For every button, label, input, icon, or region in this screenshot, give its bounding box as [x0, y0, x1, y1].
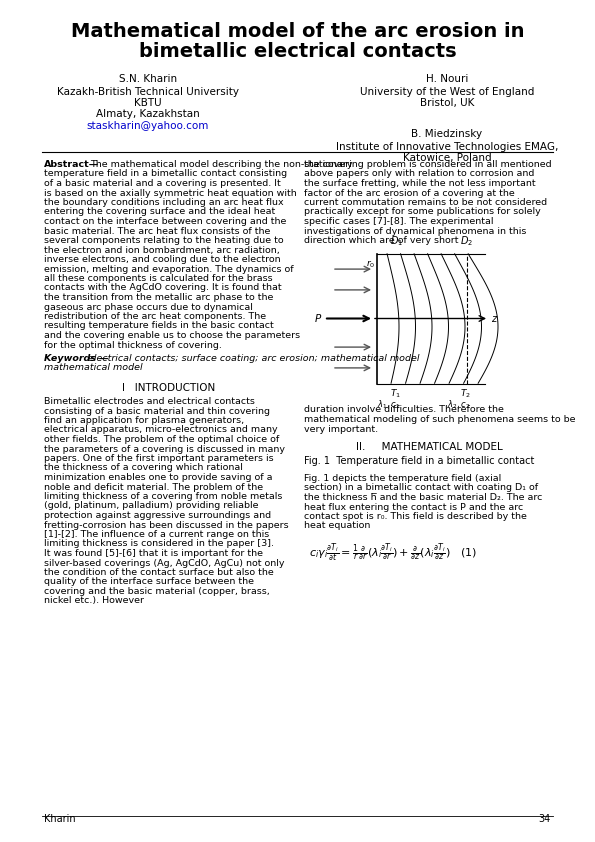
- Text: resulting temperature fields in the basic contact: resulting temperature fields in the basi…: [44, 322, 274, 331]
- Text: several components relating to the heating due to: several components relating to the heati…: [44, 236, 284, 245]
- Text: investigations of dynamical phenomena in this: investigations of dynamical phenomena in…: [304, 226, 527, 236]
- Text: is based on the axially symmetric heat equation with: is based on the axially symmetric heat e…: [44, 189, 297, 198]
- Text: the transition from the metallic arc phase to the: the transition from the metallic arc pha…: [44, 293, 273, 302]
- Text: find an application for plasma generators,: find an application for plasma generator…: [44, 416, 244, 425]
- Text: $T_1$: $T_1$: [390, 387, 400, 400]
- Text: section) in a bimetallic contact with coating D₁ of: section) in a bimetallic contact with co…: [304, 483, 538, 493]
- Text: $\lambda_2, c_2$: $\lambda_2, c_2$: [447, 398, 471, 411]
- Text: $z$: $z$: [491, 313, 499, 323]
- Text: heat flux entering the contact is P and the arc: heat flux entering the contact is P and …: [304, 503, 523, 511]
- Text: limiting thickness is considered in the paper [3].: limiting thickness is considered in the …: [44, 540, 274, 548]
- Text: electrical apparatus, micro-electronics and many: electrical apparatus, micro-electronics …: [44, 425, 278, 434]
- Text: duration involve difficulties. Therefore the: duration involve difficulties. Therefore…: [304, 406, 504, 414]
- Text: Kazakh-British Technical University: Kazakh-British Technical University: [57, 87, 239, 97]
- Text: I   INTRODUCTION: I INTRODUCTION: [123, 383, 215, 393]
- Text: limiting thickness of a covering from noble metals: limiting thickness of a covering from no…: [44, 492, 283, 501]
- Text: minimization enables one to provide saving of a: minimization enables one to provide savi…: [44, 473, 273, 482]
- Text: current commutation remains to be not considered: current commutation remains to be not co…: [304, 198, 547, 207]
- Text: [1]-[2]. The influence of a current range on this: [1]-[2]. The influence of a current rang…: [44, 530, 270, 539]
- Text: Fig. 1 depicts the temperature field (axial: Fig. 1 depicts the temperature field (ax…: [304, 474, 501, 483]
- Text: above papers only with relation to corrosion and: above papers only with relation to corro…: [304, 169, 534, 179]
- Text: basic material. The arc heat flux consists of the: basic material. The arc heat flux consis…: [44, 226, 270, 236]
- Text: The mathematical model describing the non-stationary: The mathematical model describing the no…: [90, 160, 352, 169]
- Text: (gold, platinum, palladium) providing reliable: (gold, platinum, palladium) providing re…: [44, 502, 258, 510]
- Text: the condition of the contact surface but also the: the condition of the contact surface but…: [44, 568, 274, 577]
- Text: Keywords —: Keywords —: [44, 354, 112, 363]
- Text: Bimetallic electrodes and electrical contacts: Bimetallic electrodes and electrical con…: [44, 397, 255, 406]
- Text: the covering problem is considered in all mentioned: the covering problem is considered in al…: [304, 160, 552, 169]
- Text: heat equation: heat equation: [304, 521, 370, 530]
- Text: KBTU: KBTU: [134, 98, 162, 108]
- Text: consisting of a basic material and thin covering: consisting of a basic material and thin …: [44, 407, 270, 415]
- Text: of a basic material and a covering is presented. It: of a basic material and a covering is pr…: [44, 179, 281, 188]
- Text: emission, melting and evaporation. The dynamics of: emission, melting and evaporation. The d…: [44, 264, 293, 274]
- Text: the thickness of a covering which rational: the thickness of a covering which ration…: [44, 463, 243, 472]
- Text: contact spot is r₀. This field is described by the: contact spot is r₀. This field is descri…: [304, 512, 527, 521]
- Text: $D_2$: $D_2$: [461, 234, 474, 248]
- Text: fretting-corrosion has been discussed in the papers: fretting-corrosion has been discussed in…: [44, 520, 289, 530]
- Text: the parameters of a covering is discussed in many: the parameters of a covering is discusse…: [44, 445, 285, 454]
- Text: contacts with the AgCdO covering. It is found that: contacts with the AgCdO covering. It is …: [44, 284, 281, 292]
- Text: Abstract—: Abstract—: [44, 160, 99, 169]
- Text: H. Nouri: H. Nouri: [426, 74, 468, 84]
- Text: nickel etc.). However: nickel etc.). However: [44, 596, 144, 605]
- Text: $c_i\gamma_i \frac{\partial T_i}{\partial t} = \frac{1}{r}\frac{\partial}{\parti: $c_i\gamma_i \frac{\partial T_i}{\partia…: [309, 541, 477, 564]
- Text: other fields. The problem of the optimal choice of: other fields. The problem of the optimal…: [44, 435, 279, 444]
- Text: Institute of Innovative Technologies EMAG,: Institute of Innovative Technologies EMA…: [336, 142, 558, 152]
- Text: covering and the basic material (copper, brass,: covering and the basic material (copper,…: [44, 587, 270, 596]
- Text: factor of the arc erosion of a covering at the: factor of the arc erosion of a covering …: [304, 189, 515, 198]
- Text: $D_1$: $D_1$: [390, 234, 403, 248]
- Text: quality of the interface surface between the: quality of the interface surface between…: [44, 578, 254, 587]
- Text: direction which are of very short: direction which are of very short: [304, 236, 459, 245]
- Text: for the optimal thickness of covering.: for the optimal thickness of covering.: [44, 340, 222, 349]
- Text: contact on the interface between covering and the: contact on the interface between coverin…: [44, 217, 286, 226]
- Text: mathematical modeling of such phenomena seems to be: mathematical modeling of such phenomena …: [304, 415, 575, 424]
- Text: $r_0$: $r_0$: [366, 258, 375, 270]
- Text: noble and deficit material. The problem of the: noble and deficit material. The problem …: [44, 482, 263, 492]
- Text: Almaty, Kazakhstan: Almaty, Kazakhstan: [96, 109, 200, 119]
- Text: II.     MATHEMATICAL MODEL: II. MATHEMATICAL MODEL: [356, 442, 502, 452]
- Text: 34: 34: [538, 814, 551, 824]
- Text: $\lambda_1, c_1$: $\lambda_1, c_1$: [377, 398, 400, 411]
- Text: papers. One of the first important parameters is: papers. One of the first important param…: [44, 454, 274, 463]
- Text: Kharin: Kharin: [44, 814, 76, 824]
- Text: P: P: [315, 313, 321, 323]
- Text: gaseous arc phase occurs due to dynamical: gaseous arc phase occurs due to dynamica…: [44, 302, 253, 312]
- Text: the boundary conditions including an arc heat flux: the boundary conditions including an arc…: [44, 198, 284, 207]
- Text: the thickness h̅ and the basic material D₂. The arc: the thickness h̅ and the basic material …: [304, 493, 543, 502]
- Text: all these components is calculated for the brass: all these components is calculated for t…: [44, 274, 273, 283]
- Text: silver-based coverings (Ag, AgCdO, AgCu) not only: silver-based coverings (Ag, AgCdO, AgCu)…: [44, 558, 284, 568]
- Text: specific cases [7]-[8]. The experimental: specific cases [7]-[8]. The experimental: [304, 217, 493, 226]
- Text: $T_2$: $T_2$: [459, 387, 471, 400]
- Text: Katowice, Poland: Katowice, Poland: [403, 153, 491, 163]
- Text: staskharin@yahoo.com: staskharin@yahoo.com: [87, 121, 209, 131]
- Text: Fig. 1  Temperature field in a bimetallic contact: Fig. 1 Temperature field in a bimetallic…: [304, 456, 534, 466]
- Text: and the covering enable us to choose the parameters: and the covering enable us to choose the…: [44, 331, 300, 340]
- Text: Mathematical model of the arc erosion in: Mathematical model of the arc erosion in: [71, 22, 524, 41]
- Text: entering the covering surface and the ideal heat: entering the covering surface and the id…: [44, 207, 275, 216]
- Text: the electron and ion bombardment, arc radiation,: the electron and ion bombardment, arc ra…: [44, 246, 280, 254]
- Text: B. Miedzinsky: B. Miedzinsky: [411, 129, 483, 139]
- Text: inverse electrons, and cooling due to the electron: inverse electrons, and cooling due to th…: [44, 255, 281, 264]
- Text: Bristol, UK: Bristol, UK: [420, 98, 474, 108]
- Text: the surface fretting, while the not less important: the surface fretting, while the not less…: [304, 179, 536, 188]
- Text: University of the West of England: University of the West of England: [360, 87, 534, 97]
- Text: redistribution of the arc heat components. The: redistribution of the arc heat component…: [44, 312, 266, 321]
- Text: electrical contacts; surface coating; arc erosion; mathematical model: electrical contacts; surface coating; ar…: [88, 354, 419, 363]
- Text: very important.: very important.: [304, 424, 378, 434]
- Text: S.N. Kharin: S.N. Kharin: [119, 74, 177, 84]
- Text: practically except for some publications for solely: practically except for some publications…: [304, 207, 541, 216]
- Text: mathematical model: mathematical model: [44, 364, 143, 372]
- Text: It was found [5]-[6] that it is important for the: It was found [5]-[6] that it is importan…: [44, 549, 263, 558]
- Text: temperature field in a bimetallic contact consisting: temperature field in a bimetallic contac…: [44, 169, 287, 179]
- Text: protection against aggressive surroundings and: protection against aggressive surroundin…: [44, 511, 271, 520]
- Text: bimetallic electrical contacts: bimetallic electrical contacts: [139, 42, 456, 61]
